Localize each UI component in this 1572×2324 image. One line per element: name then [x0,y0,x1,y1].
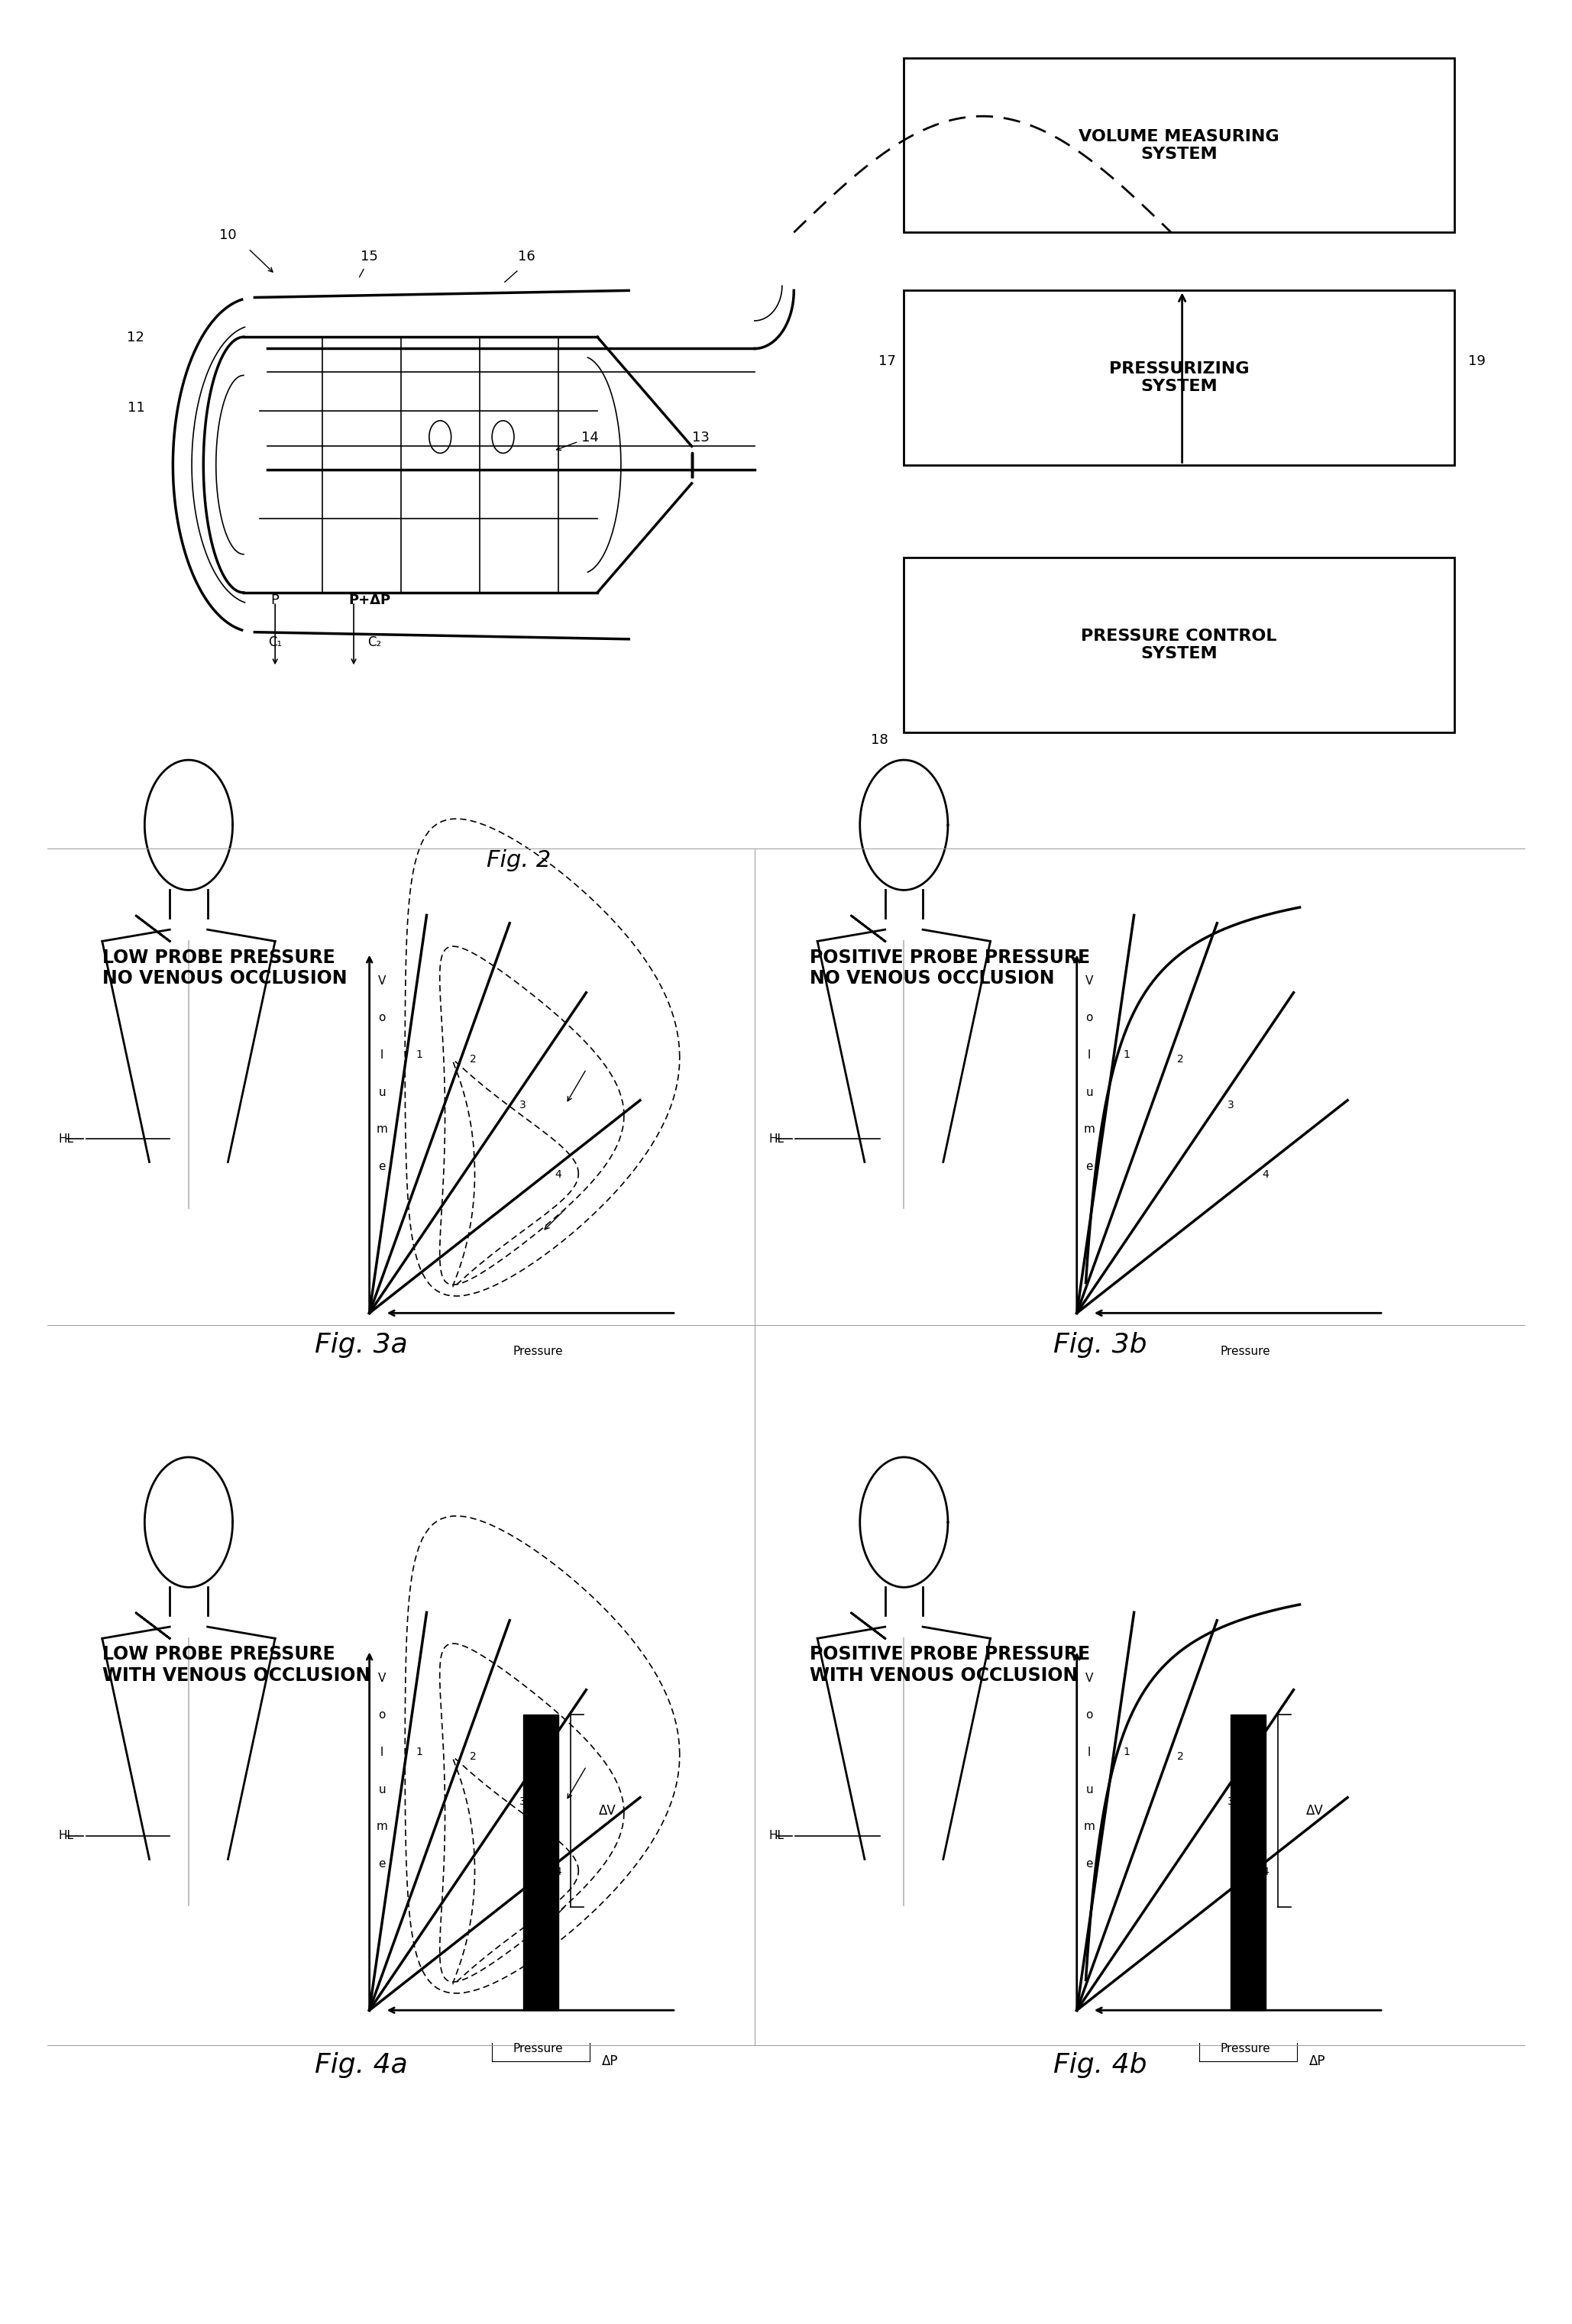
Text: 1: 1 [1124,1745,1130,1757]
Text: 2: 2 [470,1055,476,1064]
Text: 2: 2 [1177,1055,1184,1064]
Text: P: P [270,593,280,607]
Bar [904,290,1454,465]
Text: Pressure: Pressure [512,1346,563,1357]
Text: 13: 13 [692,430,709,444]
Text: HL: HL [769,1134,784,1143]
Text: 2: 2 [1177,1752,1184,1762]
Text: POSITIVE PROBE PRESSURE
NO VENOUS OCCLUSION: POSITIVE PROBE PRESSURE NO VENOUS OCCLUS… [810,948,1089,988]
Text: u: u [379,1088,385,1097]
Text: ΔP: ΔP [1309,2054,1325,2068]
Text: 3: 3 [520,1796,527,1808]
Text: P+ΔP: P+ΔP [349,593,390,607]
Text: PRESSURIZING
SYSTEM: PRESSURIZING SYSTEM [1108,360,1250,395]
Bar [523,1715,558,2010]
Text: 1: 1 [1124,1048,1130,1060]
Text: ΔV: ΔV [599,1803,616,1817]
Text: o: o [1086,1013,1093,1023]
Bar [904,58,1454,232]
Text: m: m [1083,1822,1096,1831]
Text: HL: HL [58,1831,74,1841]
Text: e: e [379,1162,385,1171]
Text: e: e [379,1859,385,1868]
Text: e: e [1086,1162,1093,1171]
Text: POSITIVE PROBE PRESSURE
WITH VENOUS OCCLUSION: POSITIVE PROBE PRESSURE WITH VENOUS OCCL… [810,1645,1089,1685]
Text: C₂: C₂ [368,634,380,648]
Text: 1: 1 [417,1745,423,1757]
Bar [904,558,1454,732]
Text: ΔV: ΔV [1306,1803,1324,1817]
Text: 15: 15 [360,249,379,263]
Text: o: o [1086,1710,1093,1720]
Text: e: e [1086,1859,1093,1868]
Text: 4: 4 [555,1169,561,1181]
Text: HL: HL [58,1134,74,1143]
Text: 10: 10 [220,228,236,242]
Text: 4: 4 [1262,1866,1269,1878]
Text: V: V [1085,1673,1094,1683]
Text: LOW PROBE PRESSURE
WITH VENOUS OCCLUSION: LOW PROBE PRESSURE WITH VENOUS OCCLUSION [102,1645,371,1685]
Text: m: m [376,1822,388,1831]
Text: LOW PROBE PRESSURE
NO VENOUS OCCLUSION: LOW PROBE PRESSURE NO VENOUS OCCLUSION [102,948,347,988]
Text: 4: 4 [1262,1169,1269,1181]
Text: 3: 3 [520,1099,527,1111]
Text: 17: 17 [879,353,896,367]
Text: m: m [1083,1125,1096,1134]
Text: V: V [377,1673,387,1683]
Text: 14: 14 [582,430,599,444]
Text: 3: 3 [1228,1099,1234,1111]
Text: 19: 19 [1468,353,1486,367]
Text: 12: 12 [127,330,145,344]
Text: 11: 11 [127,400,145,414]
Text: V: V [377,976,387,985]
Text: l: l [1088,1050,1091,1060]
Text: Fig. 3a: Fig. 3a [314,1332,409,1357]
Text: Pressure: Pressure [1220,1346,1270,1357]
Text: u: u [1086,1088,1093,1097]
Text: u: u [379,1785,385,1794]
Text: PRESSURE CONTROL
SYSTEM: PRESSURE CONTROL SYSTEM [1082,627,1276,662]
Text: Fig. 4b: Fig. 4b [1053,2052,1148,2078]
Text: Pressure: Pressure [512,2043,563,2054]
Text: 1: 1 [417,1048,423,1060]
Text: Fig. 4a: Fig. 4a [314,2052,409,2078]
Text: HL: HL [769,1831,784,1841]
Text: Pressure: Pressure [1220,2043,1270,2054]
Text: l: l [380,1748,384,1757]
Text: u: u [1086,1785,1093,1794]
Text: VOLUME MEASURING
SYSTEM: VOLUME MEASURING SYSTEM [1078,128,1280,163]
Text: 16: 16 [517,249,536,263]
Bar [1231,1715,1265,2010]
Text: 4: 4 [555,1866,561,1878]
Text: 3: 3 [1228,1796,1234,1808]
Text: ΔP: ΔP [602,2054,618,2068]
Text: 2: 2 [470,1752,476,1762]
Text: Fig. 2: Fig. 2 [487,848,550,872]
Text: C₁: C₁ [269,634,281,648]
Text: o: o [379,1710,385,1720]
Text: Fig. 3b: Fig. 3b [1053,1332,1148,1357]
Text: m: m [376,1125,388,1134]
Text: V: V [1085,976,1094,985]
Text: l: l [380,1050,384,1060]
Text: 18: 18 [871,732,888,746]
Text: l: l [1088,1748,1091,1757]
Text: o: o [379,1013,385,1023]
